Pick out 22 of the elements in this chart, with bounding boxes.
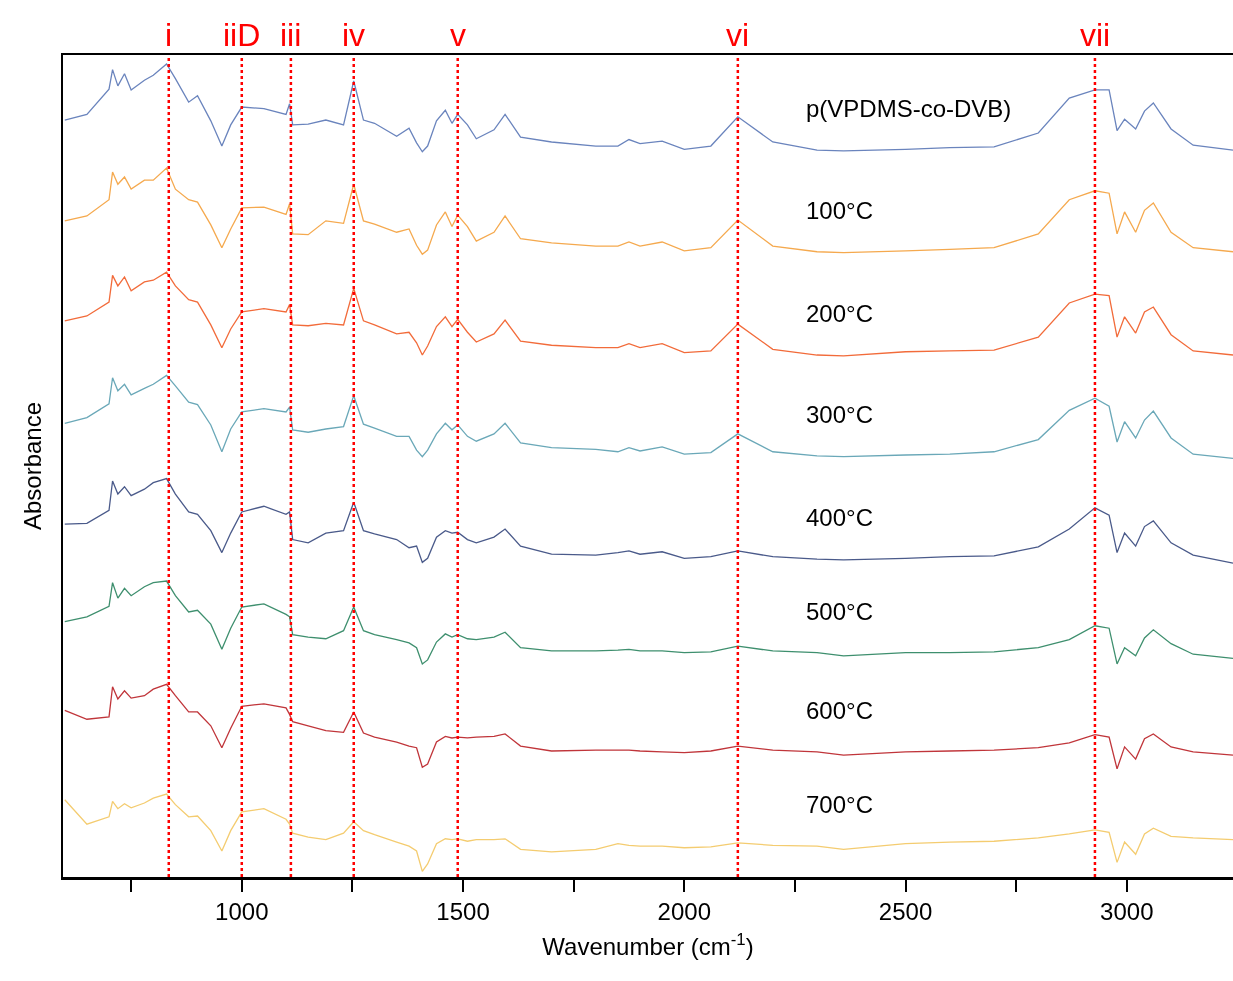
x-tick-label: 1000	[215, 898, 269, 926]
ref-line-label: vi	[726, 17, 750, 53]
series-label: 500°C	[806, 598, 873, 625]
x-tick-label: 3000	[1100, 898, 1154, 926]
series-label: 700°C	[806, 791, 873, 818]
ref-line-label: iiD	[223, 17, 261, 53]
y-axis-title: Absorbance	[19, 401, 47, 531]
x-tick-label: 2000	[657, 898, 711, 926]
series-label: p(VPDMS-co-DVB)	[806, 95, 1012, 122]
ref-line-label: i	[165, 17, 173, 53]
x-axis-title: Wavenumber (cm$^{-1}$)	[542, 929, 754, 960]
x-tick-label: 1500	[436, 898, 490, 926]
series-label: 100°C	[806, 197, 873, 224]
ref-line-label: iv	[342, 17, 366, 53]
series-label: 400°C	[806, 504, 873, 531]
ref-line-label: v	[450, 17, 466, 53]
x-tick-label: 2500	[878, 898, 933, 926]
ref-line-label: vii	[1080, 17, 1111, 53]
series-label: 600°C	[806, 697, 873, 724]
series-label: 200°C	[806, 300, 873, 327]
series-label: 300°C	[806, 401, 873, 428]
ref-line-label: iii	[280, 17, 302, 53]
